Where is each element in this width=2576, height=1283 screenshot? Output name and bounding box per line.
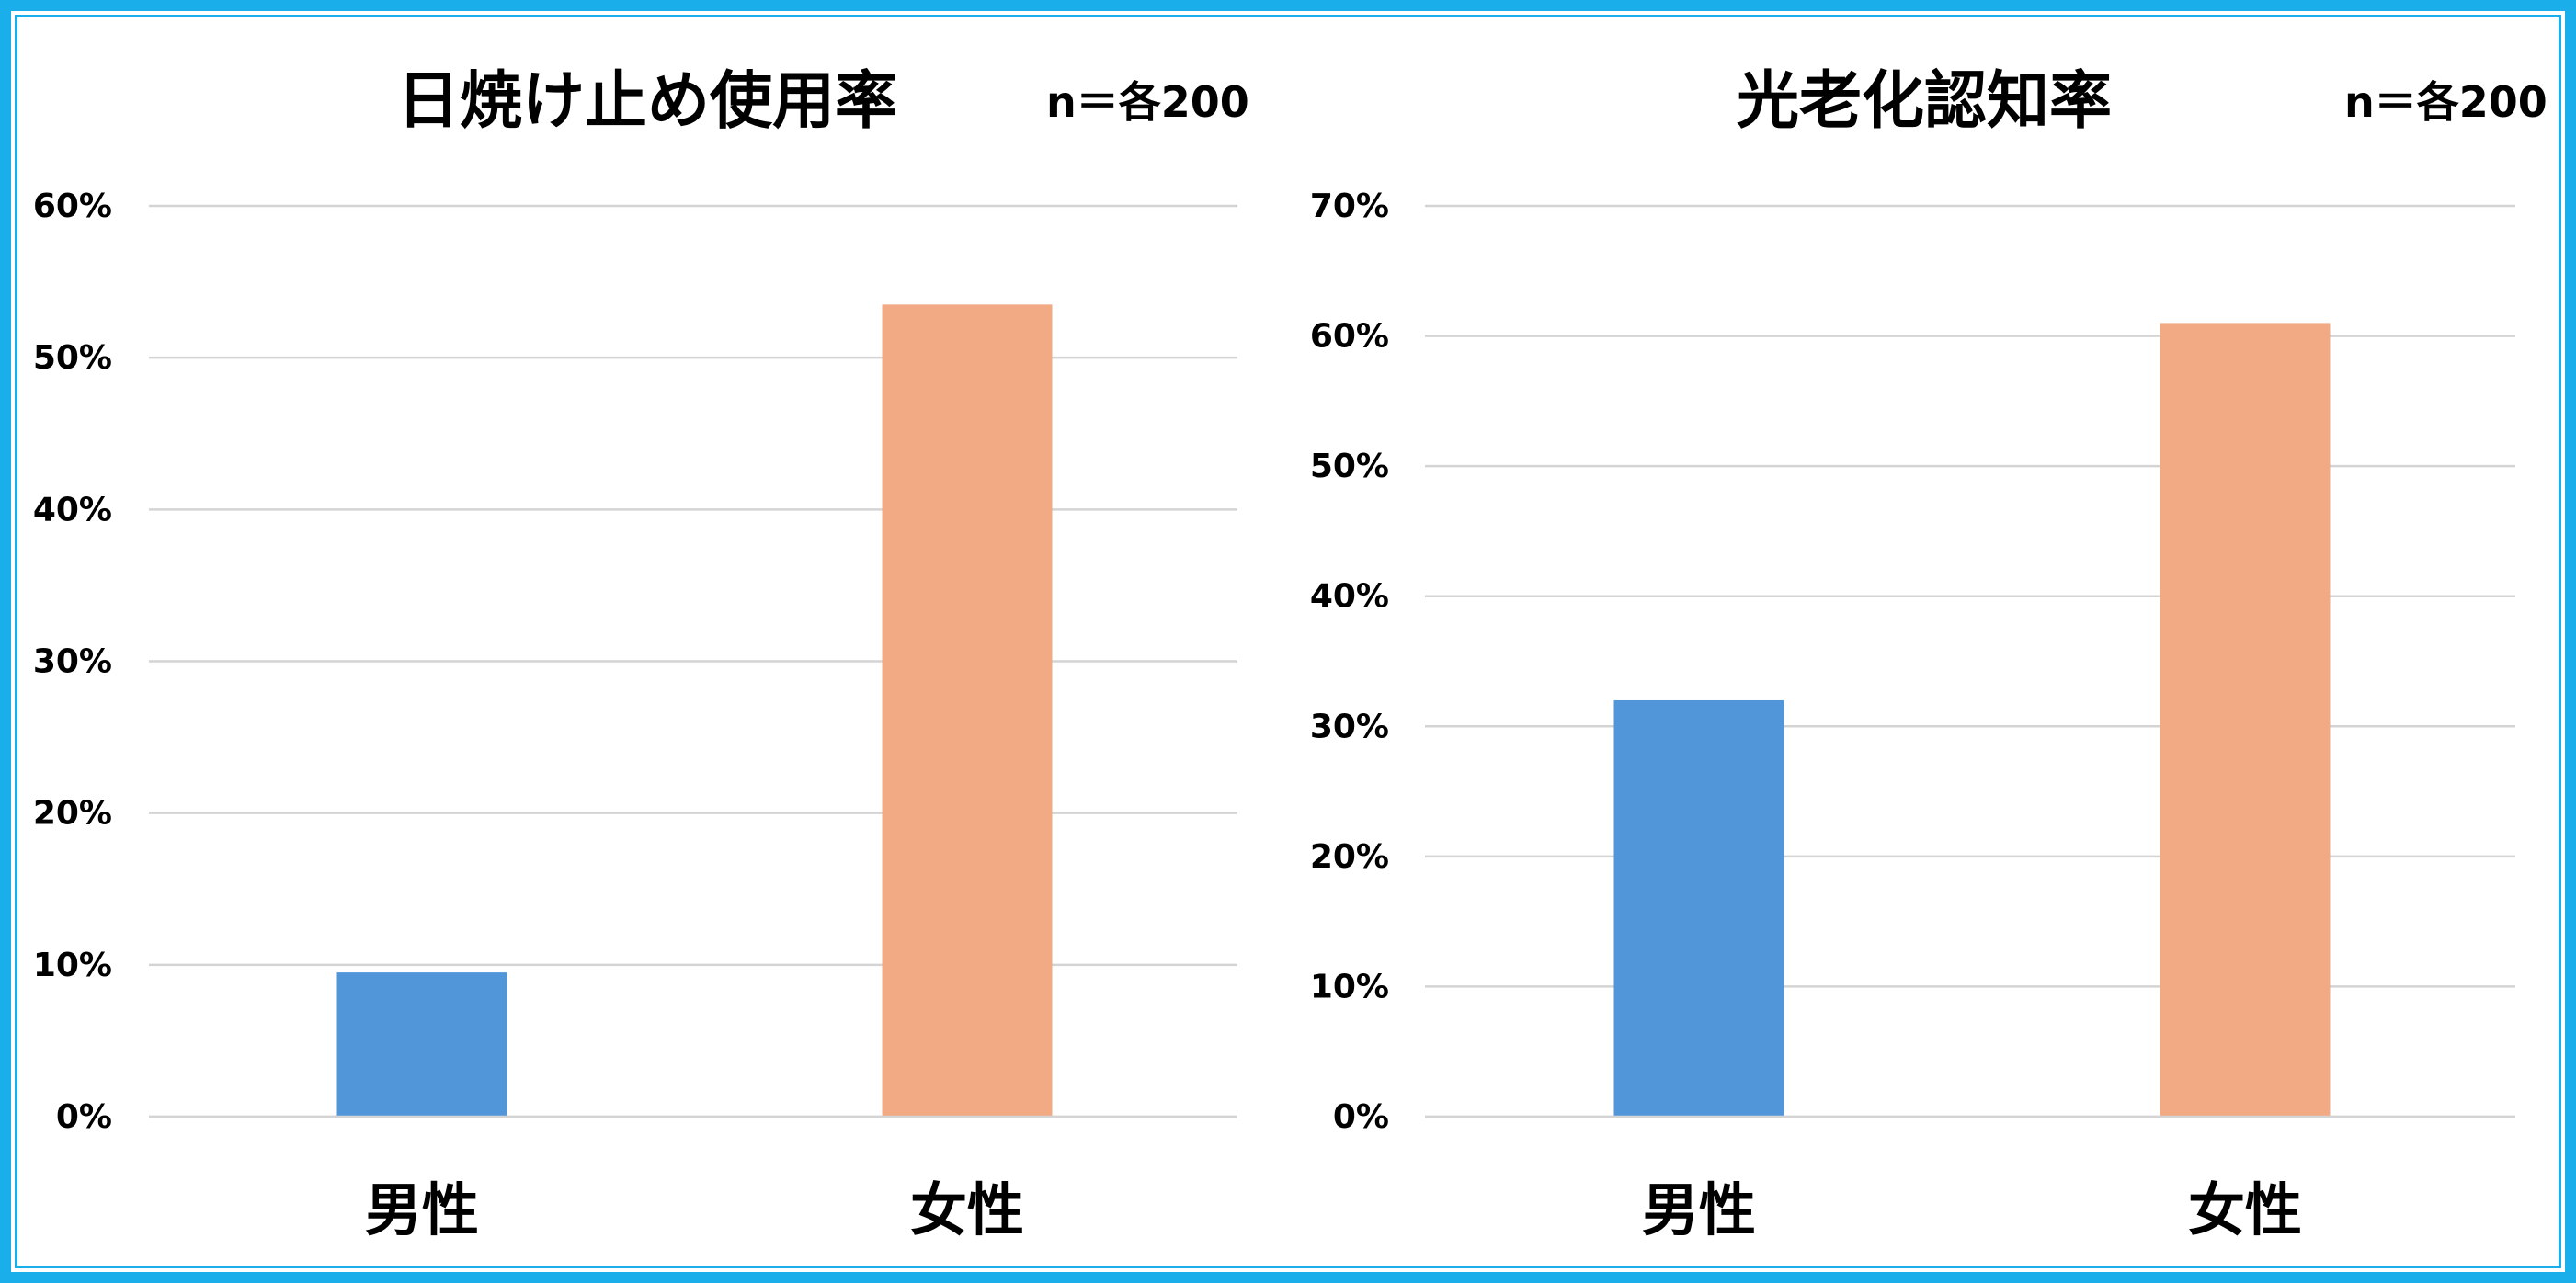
chart-panel-photoaging: 光老化認知率 n＝各200 0% 10% 20% 30% 40% 50% 60% 70% 男性 女… [1288,0,2576,1283]
sample-size-label: n＝各200 [1046,77,1249,127]
bar-female [2160,323,2331,1117]
chart-title: 光老化認知率 [1736,65,2112,138]
y-tick-label: 40% [1310,578,1389,616]
sample-size-label: n＝各200 [2344,77,2548,127]
chart-frame-inner-border [15,15,2561,1268]
y-tick-label: 60% [1310,318,1389,356]
y-tick-label: 10% [1310,968,1389,1005]
bar-male [336,972,507,1117]
y-tick-label: 20% [1310,838,1389,876]
y-tick-label: 10% [33,947,112,984]
y-tick-label: 0% [1333,1098,1389,1136]
y-tick-label: 70% [1310,187,1389,225]
bar-chart-sunscreen: 0% 10% 20% 30% 40% 50% 60% 男性 女性 [33,187,1237,1243]
y-tick-label: 30% [1310,708,1389,745]
y-tick-label: 20% [33,795,112,833]
bar-female [882,304,1053,1117]
chart-panel-sunscreen: 日焼け止め使用率 n＝各200 0% 10% 20% 30% 40% 50% 60% 男性 女性 [33,65,1249,1243]
x-category-label: 男性 [1642,1176,1756,1243]
y-tick-label: 40% [33,491,112,528]
x-category-label: 女性 [910,1176,1024,1243]
x-category-label: 男性 [365,1176,479,1243]
y-tick-label: 50% [1310,448,1389,485]
y-tick-label: 30% [33,643,112,681]
x-category-label: 女性 [2188,1176,2302,1243]
chart-title: 日焼け止め使用率 [396,65,897,138]
y-tick-label: 0% [56,1098,112,1136]
bar-male [1613,699,1784,1117]
bar-chart-photoaging: 0% 10% 20% 30% 40% 50% 60% 70% 男性 女性 [1310,187,2515,1243]
y-tick-label: 50% [33,339,112,377]
y-tick-label: 60% [33,187,112,225]
